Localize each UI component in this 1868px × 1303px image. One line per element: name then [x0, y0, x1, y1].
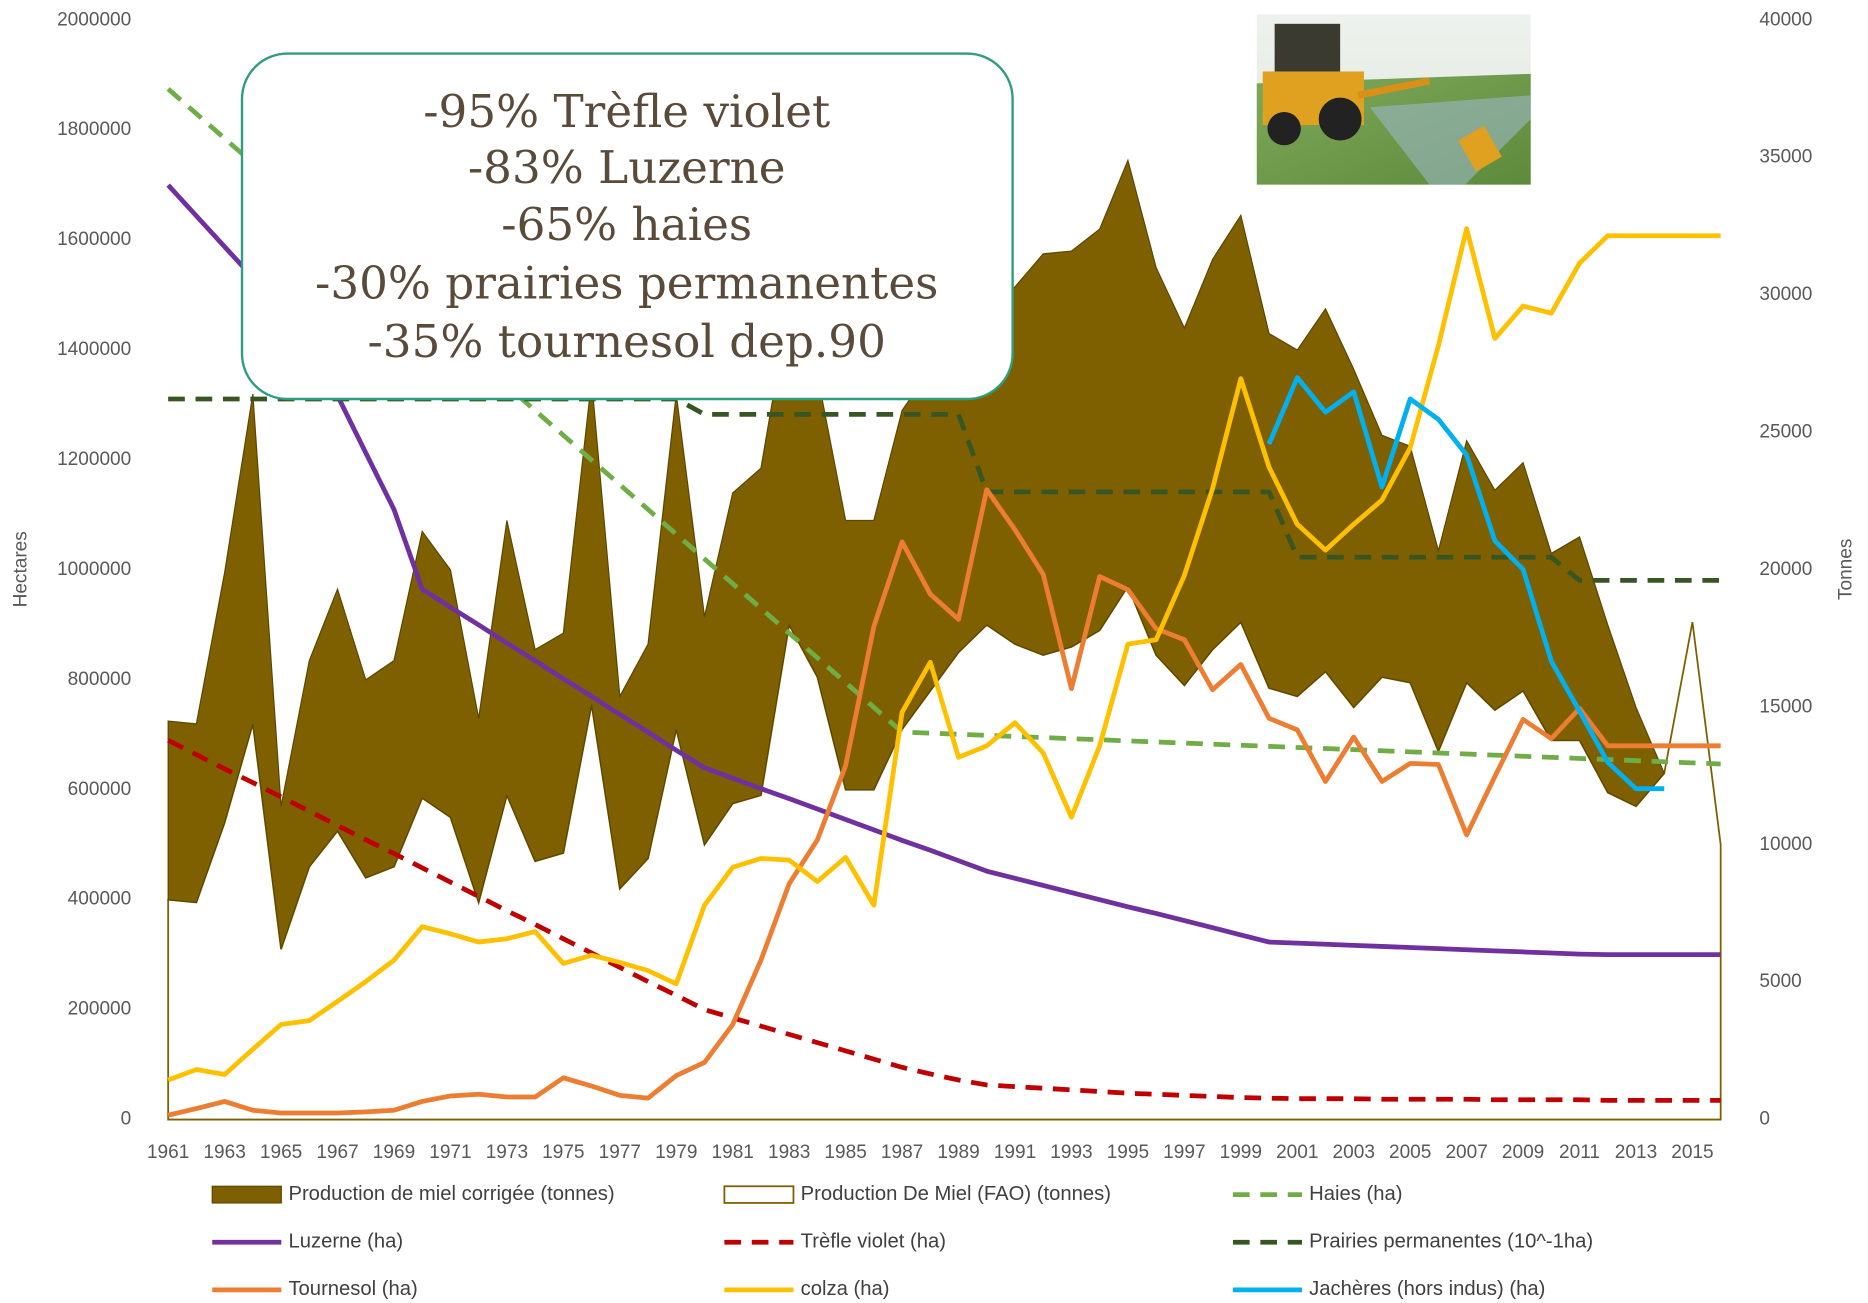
legend-label: Haies (ha) [1309, 1183, 1402, 1205]
x-tick-label: 1985 [824, 1142, 866, 1163]
y-tick-label: 1000000 [57, 559, 131, 580]
y2-tick-label: 5000 [1759, 971, 1801, 992]
x-tick-label: 1999 [1220, 1142, 1262, 1163]
y2-tick-label: 10000 [1759, 834, 1812, 855]
y2-tick-label: 35000 [1759, 147, 1812, 168]
x-tick-label: 2009 [1502, 1142, 1544, 1163]
x-tick-label: 1993 [1050, 1142, 1092, 1163]
legend-label: Jachères (hors indus) (ha) [1309, 1278, 1545, 1300]
x-tick-label: 1963 [203, 1142, 245, 1163]
y-tick-label: 1200000 [57, 449, 131, 470]
y-tick-label: 0 [121, 1109, 132, 1130]
y-tick-label: 1400000 [57, 339, 131, 360]
x-tick-label: 1983 [768, 1142, 810, 1163]
x-tick-label: 1969 [373, 1142, 415, 1163]
legend-label: Prairies permanentes (10^-1ha) [1309, 1231, 1593, 1253]
x-tick-label: 2011 [1559, 1142, 1600, 1163]
legend-swatch [212, 1186, 281, 1203]
y2-tick-label: 25000 [1759, 422, 1812, 443]
y-tick-label: 600000 [68, 779, 132, 800]
y2-tick-label: 30000 [1759, 284, 1812, 305]
y-tick-label: 200000 [68, 999, 132, 1020]
x-tick-label: 1967 [316, 1142, 358, 1163]
y2-tick-label: 15000 [1759, 696, 1812, 717]
y-axis-title: Hectares [11, 531, 32, 607]
annotation: -35% tournesol dep.90 [368, 315, 886, 368]
x-tick-label: 1995 [1107, 1142, 1149, 1163]
legend-label: Production De Miel (FAO) (tonnes) [801, 1183, 1111, 1205]
x-tick-label: 1965 [260, 1142, 302, 1163]
x-tick-label: 1961 [147, 1142, 189, 1163]
chart: -95% Trèfle violet -83% Luzerne -65% hai… [0, 0, 1868, 1303]
y2-tick-label: 20000 [1759, 559, 1812, 580]
x-tick-label: 1991 [994, 1142, 1036, 1163]
x-tick-label: 2015 [1671, 1142, 1713, 1163]
x-tick-label: 1977 [599, 1142, 641, 1163]
y-tick-label: 800000 [68, 669, 132, 690]
y-tick-label: 1800000 [57, 119, 131, 140]
annotation: -95% Trèfle violet [423, 85, 830, 138]
legend-label: Tournesol (ha) [288, 1278, 417, 1300]
page: {"chart_data": { "type": "line", "y_labe… [0, 0, 1868, 1303]
legend-label: Luzerne (ha) [288, 1231, 403, 1253]
x-tick-label: 1973 [486, 1142, 528, 1163]
x-tick-label: 2005 [1389, 1142, 1431, 1163]
x-tick-label: 1989 [937, 1142, 979, 1163]
y2-axis-title: Tonnes [1835, 539, 1856, 600]
y-tick-label: 1600000 [57, 229, 131, 250]
x-tick-label: 1987 [881, 1142, 923, 1163]
x-tick-label: 2013 [1615, 1142, 1657, 1163]
x-tick-label: 1997 [1163, 1142, 1205, 1163]
annotation: -83% Luzerne [468, 141, 786, 194]
legend-label: Trèfle violet (ha) [801, 1231, 946, 1253]
legend-label: Production de miel corrigée (tonnes) [288, 1183, 614, 1205]
annotation: -30% prairies permanentes [315, 257, 938, 310]
legend-label: colza (ha) [801, 1278, 890, 1300]
x-tick-label: 2001 [1276, 1142, 1318, 1163]
x-tick-label: 1981 [712, 1142, 754, 1163]
annotation: -65% haies [501, 198, 752, 251]
y2-tick-label: 0 [1759, 1109, 1770, 1130]
annotation-box: -95% Trèfle violet -83% Luzerne -65% hai… [242, 54, 1013, 399]
x-tick-label: 1971 [429, 1142, 471, 1163]
y-tick-label: 2000000 [57, 9, 131, 30]
photo [1257, 14, 1531, 184]
y2-tick-label: 40000 [1759, 9, 1812, 30]
y-tick-label: 400000 [68, 889, 132, 910]
photo-wheel [1319, 98, 1362, 141]
x-tick-label: 1975 [542, 1142, 584, 1163]
x-tick-label: 2003 [1333, 1142, 1375, 1163]
legend-swatch [724, 1186, 793, 1203]
x-tick-label: 1979 [655, 1142, 697, 1163]
photo-wheel [1267, 112, 1300, 145]
x-tick-label: 2007 [1445, 1142, 1487, 1163]
